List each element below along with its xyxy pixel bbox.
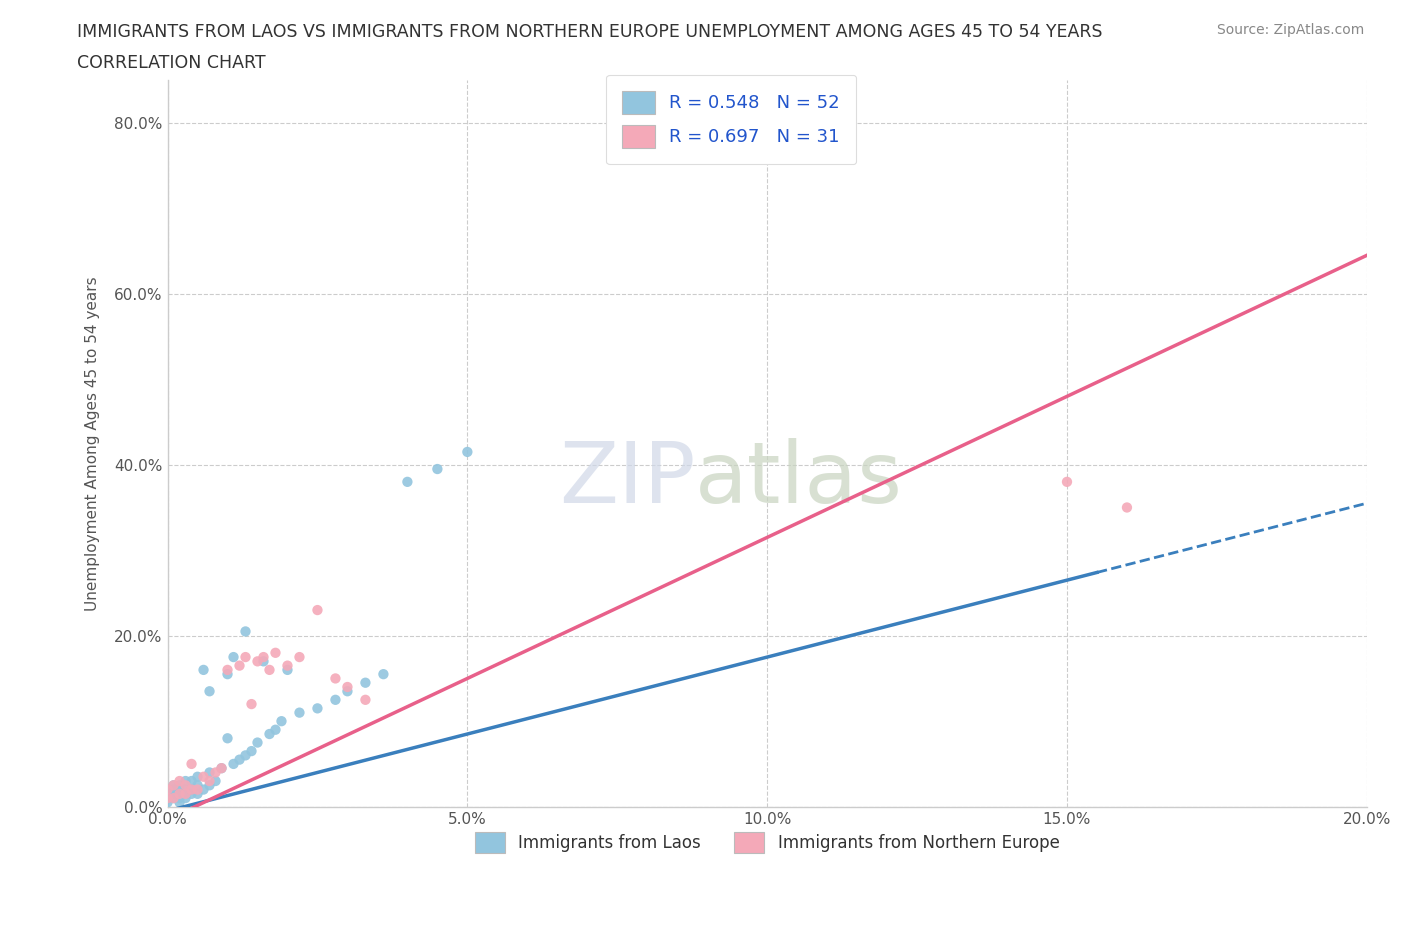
Point xyxy=(270,713,292,728)
Point xyxy=(174,777,197,792)
Point xyxy=(162,782,184,797)
Point xyxy=(156,790,179,805)
Point xyxy=(174,787,197,802)
Point xyxy=(211,761,233,776)
Point xyxy=(222,650,245,665)
Point xyxy=(426,461,449,476)
Point xyxy=(354,675,377,690)
Point xyxy=(235,624,257,639)
Point xyxy=(180,787,202,802)
Point xyxy=(264,645,287,660)
Point xyxy=(186,782,208,797)
Point xyxy=(180,756,202,771)
Point xyxy=(169,787,191,802)
Point xyxy=(217,667,239,682)
Point xyxy=(235,650,257,665)
Point xyxy=(325,671,347,686)
Legend: Immigrants from Laos, Immigrants from Northern Europe: Immigrants from Laos, Immigrants from No… xyxy=(468,825,1066,860)
Point xyxy=(240,744,263,759)
Point xyxy=(174,790,197,805)
Point xyxy=(252,650,274,665)
Point xyxy=(156,782,179,797)
Point xyxy=(259,726,281,741)
Point xyxy=(288,650,311,665)
Point xyxy=(156,787,179,802)
Point xyxy=(325,692,347,707)
Point xyxy=(373,667,395,682)
Point xyxy=(217,731,239,746)
Point xyxy=(180,774,202,789)
Point xyxy=(396,474,419,489)
Point xyxy=(156,795,179,810)
Point xyxy=(1116,500,1139,515)
Point xyxy=(180,782,202,797)
Point xyxy=(193,662,215,677)
Point xyxy=(198,774,221,789)
Point xyxy=(336,680,359,695)
Point xyxy=(240,697,263,711)
Point xyxy=(222,756,245,771)
Point xyxy=(228,658,250,673)
Point xyxy=(186,769,208,784)
Point xyxy=(235,748,257,763)
Point xyxy=(246,654,269,669)
Point xyxy=(169,777,191,792)
Point xyxy=(276,658,298,673)
Point xyxy=(162,787,184,802)
Y-axis label: Unemployment Among Ages 45 to 54 years: Unemployment Among Ages 45 to 54 years xyxy=(86,276,100,611)
Point xyxy=(156,790,179,805)
Point xyxy=(259,662,281,677)
Point xyxy=(186,787,208,802)
Point xyxy=(180,782,202,797)
Point xyxy=(162,777,184,792)
Point xyxy=(162,790,184,805)
Text: ZIP: ZIP xyxy=(558,438,695,521)
Point xyxy=(211,761,233,776)
Point xyxy=(169,787,191,802)
Text: CORRELATION CHART: CORRELATION CHART xyxy=(77,54,266,72)
Point xyxy=(228,752,250,767)
Point xyxy=(204,765,226,780)
Point xyxy=(252,654,274,669)
Point xyxy=(456,445,478,459)
Text: atlas: atlas xyxy=(695,438,903,521)
Point xyxy=(246,735,269,750)
Point xyxy=(198,684,221,698)
Point xyxy=(193,769,215,784)
Point xyxy=(169,790,191,805)
Point xyxy=(204,774,226,789)
Text: IMMIGRANTS FROM LAOS VS IMMIGRANTS FROM NORTHERN EUROPE UNEMPLOYMENT AMONG AGES : IMMIGRANTS FROM LAOS VS IMMIGRANTS FROM … xyxy=(77,23,1102,41)
Text: Source: ZipAtlas.com: Source: ZipAtlas.com xyxy=(1216,23,1364,37)
Point xyxy=(288,705,311,720)
Point xyxy=(336,684,359,698)
Point xyxy=(169,795,191,810)
Point xyxy=(169,782,191,797)
Point xyxy=(162,790,184,805)
Point xyxy=(354,692,377,707)
Point xyxy=(307,701,329,716)
Point xyxy=(1056,474,1078,489)
Point xyxy=(169,774,191,789)
Point xyxy=(198,777,221,792)
Point xyxy=(174,774,197,789)
Point xyxy=(276,662,298,677)
Point xyxy=(264,723,287,737)
Point xyxy=(198,765,221,780)
Point xyxy=(217,662,239,677)
Point xyxy=(174,787,197,802)
Point xyxy=(186,777,208,792)
Point xyxy=(162,777,184,792)
Point xyxy=(307,603,329,618)
Point xyxy=(174,782,197,797)
Point xyxy=(193,782,215,797)
